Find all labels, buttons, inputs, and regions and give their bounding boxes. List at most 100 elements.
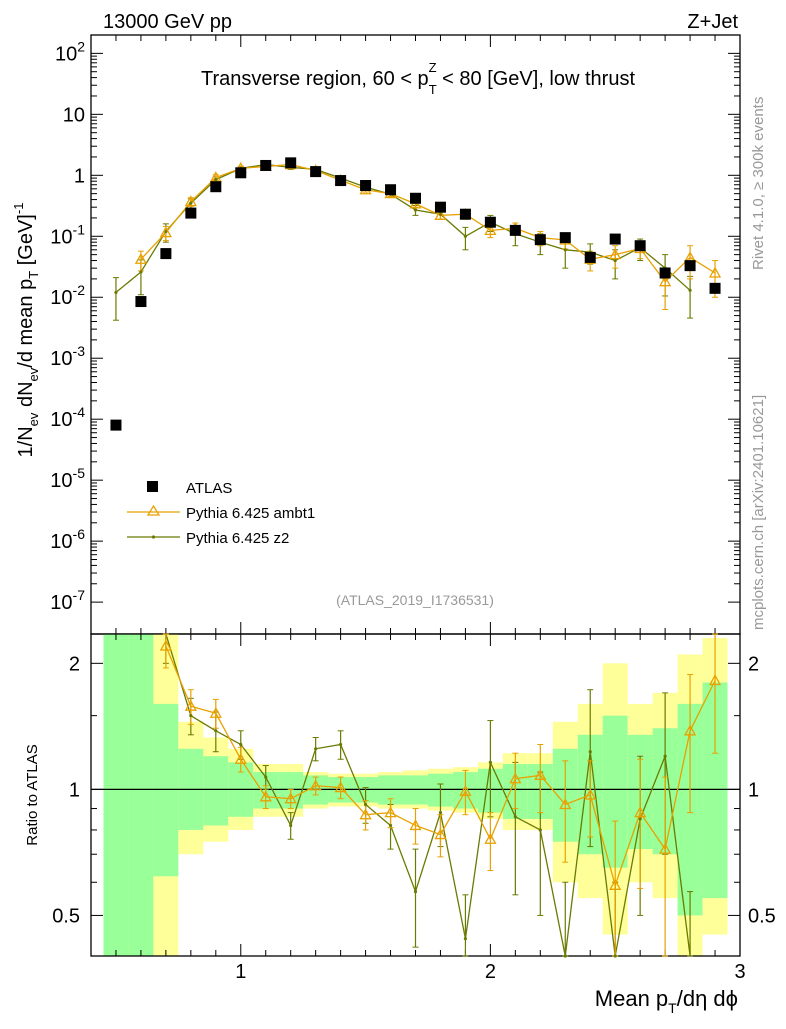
title-sub: T — [429, 82, 437, 97]
ratio-ylabel: Ratio to ATLAS — [24, 744, 41, 845]
ratio-ambt1-point — [234, 752, 247, 764]
atlas-point — [634, 240, 646, 252]
ratio-y-tick-label: 0.5 — [52, 905, 80, 927]
atlas-point — [509, 224, 521, 236]
ratio-ambt1-point — [309, 779, 322, 791]
legend-z2-marker — [151, 535, 156, 539]
ratio-z2-point — [638, 817, 642, 821]
ratio-ambt1-point — [459, 784, 472, 796]
atlas-point — [385, 184, 397, 196]
main-y-tick-label: 10-5 — [50, 465, 85, 492]
ratio-band-inner — [103, 634, 129, 956]
atlas-point — [434, 201, 446, 213]
atlas-point — [160, 248, 172, 260]
atlas-point — [310, 166, 322, 178]
atlas-point — [335, 175, 347, 187]
atlas-point — [684, 260, 696, 272]
ratio-ambt1-point — [359, 808, 372, 820]
analysis-watermark: (ATLAS_2019_I1736531) — [336, 592, 494, 608]
z2-point — [413, 208, 418, 212]
atlas-point — [260, 159, 272, 171]
main-panel: 102 10 1 10-1 10-2 10-3 10-4 10-5 10-6 10-7 — [50, 34, 741, 635]
legend-z2-label: Pythia 6.425 z2 — [186, 530, 289, 547]
process-label: Z+Jet — [687, 11, 738, 33]
atlas-point — [410, 192, 421, 204]
mcplots-label: mcplots.cern.ch [arXiv:2401.10621] — [750, 395, 767, 630]
x-tick-label: 3 — [734, 961, 745, 983]
atlas-point — [584, 251, 596, 263]
z2-point — [688, 288, 692, 292]
main-y-tick-label: 1 — [74, 165, 85, 187]
rivet-label: Rivet 4.1.0, ≥ 300k events — [750, 97, 767, 270]
ratio-ambt1-point — [634, 806, 647, 818]
z2-point — [189, 201, 193, 205]
ratio-z2-point — [538, 828, 542, 832]
ratio-ambt1-point — [209, 706, 222, 718]
atlas-point — [110, 419, 122, 431]
main-y-tick-label: 10-3 — [50, 343, 85, 370]
ratio-z2-point — [663, 754, 667, 758]
ambt1-point — [134, 252, 148, 264]
ratio-ambt1-point — [609, 878, 622, 890]
ratio-ambt1-point — [534, 769, 547, 781]
z2-point — [139, 270, 143, 274]
ratio-ambt1-point — [334, 781, 347, 793]
z2-point — [114, 290, 118, 295]
z2-point — [164, 229, 168, 234]
atlas-point — [459, 208, 471, 220]
ratio-ambt1-point — [409, 819, 422, 831]
ratio-y-tick-label-right: 2 — [748, 653, 759, 675]
ratio-z2-point — [388, 823, 393, 828]
ratio-z2-point — [214, 729, 218, 733]
ratio-z2-point — [264, 775, 268, 779]
atlas-point — [135, 296, 147, 308]
legend-atlas-label: ATLAS — [186, 480, 232, 497]
ratio-z2-point — [289, 823, 293, 828]
main-y-tick-label: 10-6 — [50, 526, 85, 553]
z2-point — [438, 212, 443, 216]
ratio-z2-point — [563, 954, 567, 958]
atlas-point — [484, 216, 496, 228]
ratio-z2-point — [613, 954, 617, 958]
ambt1-point — [434, 209, 447, 221]
atlas-point — [235, 167, 247, 179]
atlas-point — [609, 233, 621, 245]
x-tick-label: 1 — [235, 961, 246, 983]
ratio-z2-point — [588, 750, 592, 754]
main-ylabel: 1/Nev dNev/d mean pT [GeV]-1 — [11, 203, 41, 458]
ratio-ambt1-point — [683, 724, 697, 736]
atlas-point — [285, 157, 297, 169]
ratio-z2-point — [339, 742, 343, 747]
ambt1-point — [184, 195, 197, 207]
z2-point — [613, 258, 617, 263]
ratio-ambt1-point — [434, 828, 447, 840]
x-axis-label: Mean pT/dη dϕ — [595, 986, 738, 1016]
z2-point — [563, 248, 567, 252]
title-sup: Z — [429, 60, 437, 75]
ambt1-point — [484, 224, 497, 236]
ratio-z2-point — [438, 811, 443, 815]
atlas-point — [185, 207, 197, 219]
ratio-z2-point — [513, 815, 517, 819]
ratio-ambt1-point — [159, 639, 172, 651]
ratio-y-tick-label-right: 1 — [748, 779, 759, 801]
ratio-y-tick-label: 1 — [69, 779, 80, 801]
main-y-tick-label: 10-7 — [50, 587, 85, 614]
main-y-tick-label: 10-1 — [50, 221, 85, 248]
ambt1-point — [659, 275, 672, 287]
ratio-ambt1-point — [384, 806, 397, 818]
legend-ambt1-marker — [146, 504, 161, 516]
atlas-point — [559, 232, 571, 244]
ratio-y-tick-label-right: 0.5 — [748, 905, 776, 927]
ambt1-point — [708, 266, 722, 278]
ratio-z2-point — [413, 889, 418, 894]
main-title: Transverse region, 60 < pTZ < 80 [GeV], … — [201, 60, 635, 97]
x-tick-label: 2 — [485, 961, 496, 983]
ratio-z2-point — [463, 937, 468, 941]
ratio-ambt1-point — [284, 792, 297, 804]
ratio-z2-point — [488, 760, 492, 764]
atlas-point — [659, 267, 671, 279]
ambt1-point — [609, 248, 622, 260]
atlas-point — [534, 234, 546, 246]
